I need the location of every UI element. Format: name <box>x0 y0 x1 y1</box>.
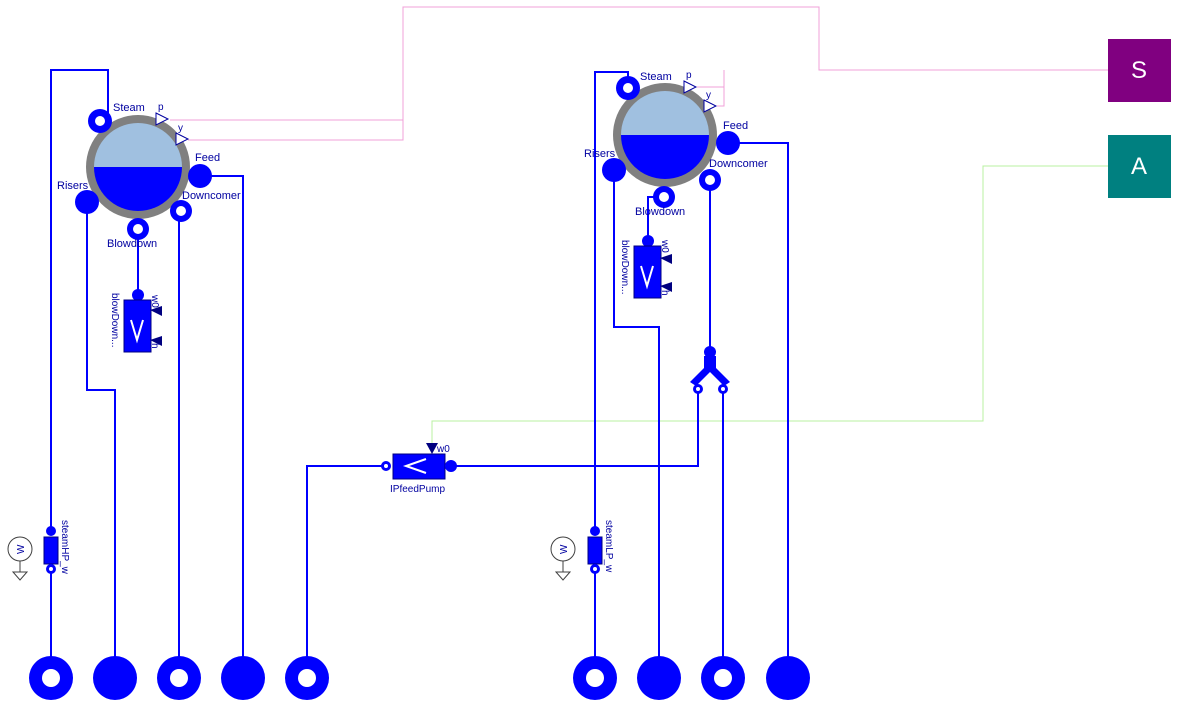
bus-a-label: A <box>1131 153 1147 180</box>
outer-port-pump-inlet[interactable] <box>285 656 329 700</box>
signal-lp-p[interactable] <box>697 70 725 88</box>
hp-blowdown-valve-label: blowDown... <box>109 293 120 347</box>
lp-valve-w-input-icon <box>660 254 672 264</box>
lp-feed-label: Feed <box>723 120 748 132</box>
hp-p-output-icon[interactable] <box>155 112 170 126</box>
lp-p-output-icon[interactable] <box>683 80 698 94</box>
bus-a[interactable]: A <box>1108 135 1171 198</box>
lp-blowdown-valve-label: blowDown... <box>619 240 630 294</box>
signal-pump-control[interactable] <box>431 165 1108 443</box>
hp-blowdown-label: Blowdown <box>107 238 157 250</box>
lp-downcomer-label: Downcomer <box>709 158 768 170</box>
steam-lp-label: steamLP_w <box>603 520 614 573</box>
hp-y-output-icon[interactable] <box>175 132 190 146</box>
flow-splitter[interactable] <box>690 346 730 394</box>
hp-valve-h-label: h <box>149 343 160 349</box>
outer-port-hp-downcomer[interactable] <box>157 656 201 700</box>
lp-valve-w-label: w0 <box>659 239 670 253</box>
hp-drum[interactable] <box>75 109 212 240</box>
hp-feed-label: Feed <box>195 152 220 164</box>
lp-blowdown-valve[interactable] <box>633 235 672 299</box>
lp-valve-h-label: h <box>659 290 670 296</box>
wire-pump-inlet[interactable] <box>306 465 386 678</box>
hp-blowdown-valve[interactable] <box>123 289 162 353</box>
outer-port-hp-risers[interactable] <box>93 656 137 700</box>
hp-downcomer-label: Downcomer <box>182 190 241 202</box>
outer-port-lp-risers[interactable] <box>637 656 681 700</box>
outer-port-lp-downcomer[interactable] <box>701 656 745 700</box>
hp-p-label: p <box>158 102 164 113</box>
pump-w-label: w0 <box>436 444 450 455</box>
lp-steam-label: Steam <box>640 71 672 83</box>
bus-s[interactable]: S <box>1108 39 1171 102</box>
lp-p-label: p <box>686 70 692 81</box>
lp-feed-port[interactable] <box>716 131 740 155</box>
hp-valve-w-label: w0 <box>149 294 160 308</box>
lp-drum[interactable] <box>602 76 740 208</box>
outer-port-hp-steam[interactable] <box>29 656 73 700</box>
steam-hp-label: steamHP_w <box>59 520 70 575</box>
signal-hp-p[interactable] <box>170 6 1108 121</box>
wire-split-left[interactable] <box>451 389 699 467</box>
hp-risers-port[interactable] <box>75 190 99 214</box>
lp-risers-port[interactable] <box>602 158 626 182</box>
outer-port-hp-feed[interactable] <box>221 656 265 700</box>
signal-lp-y[interactable] <box>717 87 725 107</box>
lp-sensor-ground-icon <box>554 571 572 581</box>
lp-valve-h-input-icon <box>660 282 672 292</box>
lp-risers-label: Risers <box>584 148 616 160</box>
hp-risers-label: Risers <box>57 180 89 192</box>
hp-sensor-ground-icon <box>11 571 29 581</box>
bus-s-label: S <box>1131 57 1147 84</box>
pump-w-input-icon <box>426 443 438 454</box>
hp-valve-h-input-icon <box>150 336 162 346</box>
wire-lp-risers[interactable] <box>613 170 660 678</box>
outer-port-lp-steam[interactable] <box>573 656 617 700</box>
lp-sensor-glyph: W <box>559 544 570 554</box>
steam-lp-component[interactable] <box>550 526 603 581</box>
steam-hp-component[interactable] <box>7 526 59 581</box>
lp-y-output-icon[interactable] <box>703 99 718 113</box>
feed-pump-label: IPfeedPump <box>390 484 445 495</box>
wire-lp-feed[interactable] <box>728 142 789 678</box>
hp-y-label: y <box>178 123 183 134</box>
feed-pump[interactable] <box>381 443 457 480</box>
signal-hp-y[interactable] <box>188 120 404 141</box>
wire-hp-risers[interactable] <box>86 202 116 678</box>
hp-valve-w-input-icon <box>150 306 162 316</box>
lp-blowdown-label: Blowdown <box>635 206 685 218</box>
hp-sensor-glyph: W <box>16 544 27 554</box>
wire-hp-feed[interactable] <box>200 175 244 678</box>
outer-port-lp-feed[interactable] <box>766 656 810 700</box>
hp-steam-label: Steam <box>113 102 145 114</box>
wire-hp-downcomer[interactable] <box>178 210 181 678</box>
lp-y-label: y <box>706 90 711 101</box>
hp-feed-port[interactable] <box>188 164 212 188</box>
